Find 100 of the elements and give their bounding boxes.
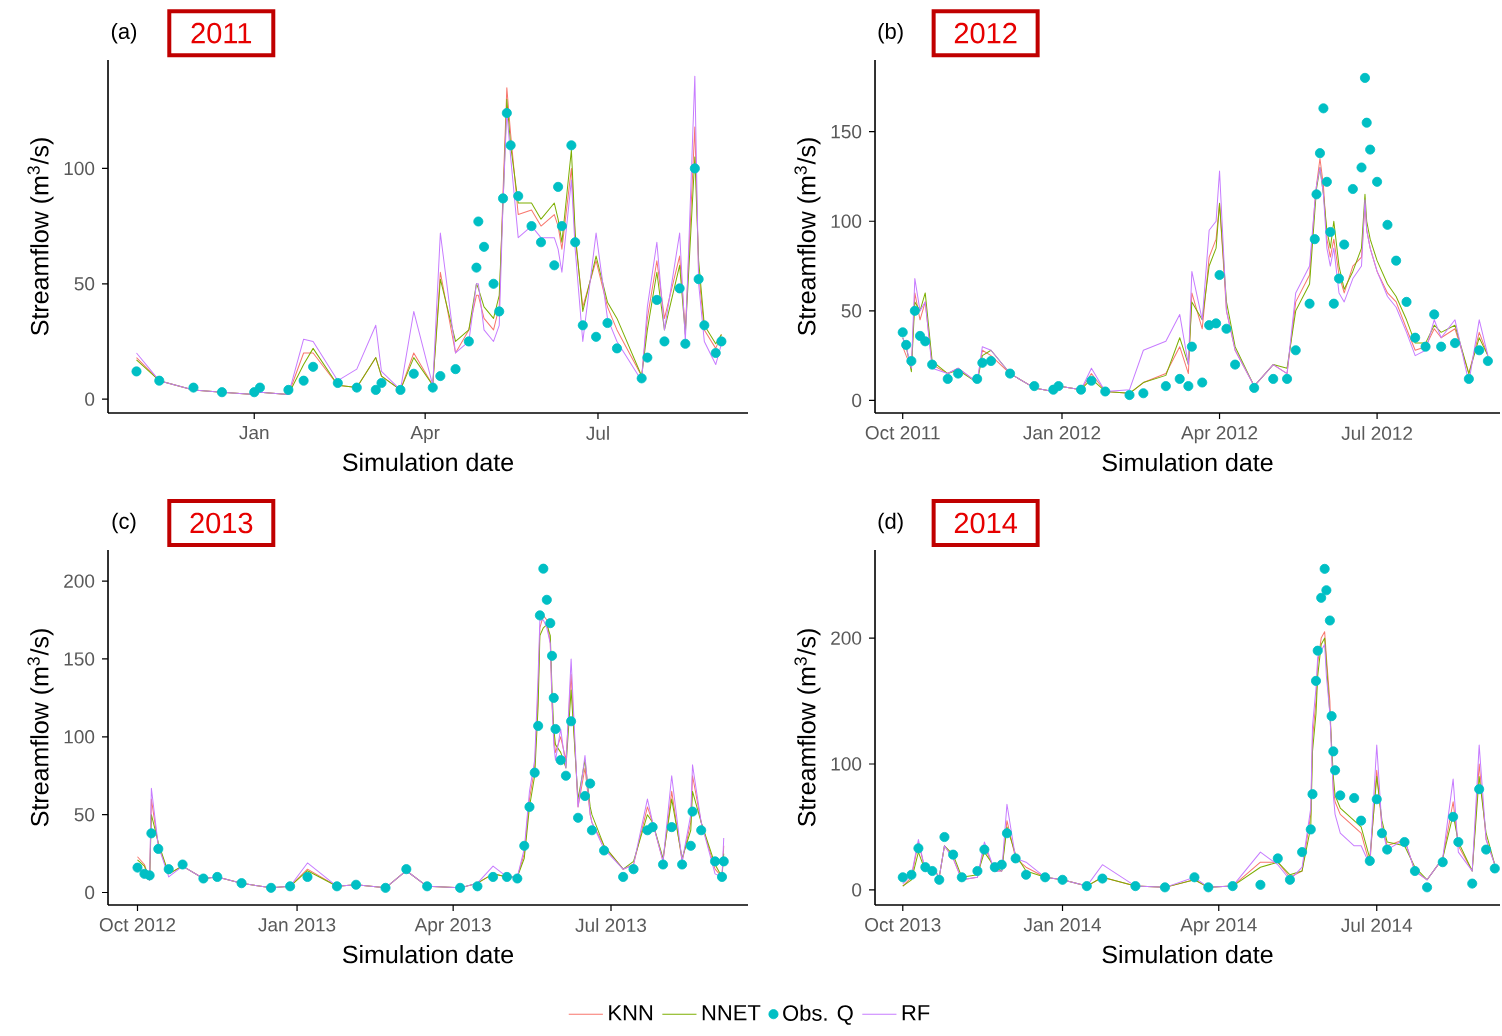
point bbox=[1321, 585, 1332, 596]
point bbox=[566, 716, 577, 727]
point bbox=[513, 191, 524, 202]
point bbox=[553, 181, 564, 192]
point bbox=[450, 364, 461, 375]
point bbox=[501, 871, 512, 882]
point bbox=[710, 856, 721, 867]
point bbox=[1310, 675, 1321, 686]
point bbox=[934, 874, 945, 885]
point bbox=[716, 336, 727, 347]
point bbox=[560, 770, 571, 781]
point bbox=[556, 221, 567, 232]
point bbox=[1371, 794, 1382, 805]
x-axis-title: Simulation date bbox=[1102, 944, 1273, 964]
point bbox=[298, 375, 309, 386]
point bbox=[1203, 882, 1214, 893]
point bbox=[376, 377, 387, 388]
point bbox=[146, 828, 157, 839]
point bbox=[1305, 824, 1316, 835]
point bbox=[599, 845, 610, 856]
point bbox=[699, 320, 710, 331]
point bbox=[473, 216, 484, 227]
point bbox=[1057, 874, 1068, 885]
point bbox=[1349, 792, 1360, 803]
point bbox=[996, 859, 1007, 870]
point bbox=[1130, 881, 1141, 892]
point bbox=[131, 366, 142, 377]
y-tick-label: 0 bbox=[85, 392, 95, 406]
point bbox=[585, 778, 596, 789]
point bbox=[1422, 882, 1433, 893]
point bbox=[332, 377, 343, 388]
chart-title: (c) bbox=[112, 512, 136, 534]
y-tick-label: 150 bbox=[64, 652, 95, 666]
point bbox=[154, 375, 165, 386]
point bbox=[266, 882, 277, 893]
y-tick-label: 100 bbox=[64, 161, 95, 176]
y-axis-title: Streamflow (m$^{3}$/s) bbox=[794, 138, 821, 336]
point bbox=[718, 856, 729, 867]
point bbox=[1001, 828, 1012, 839]
point bbox=[979, 844, 990, 855]
point bbox=[351, 382, 362, 393]
point bbox=[628, 864, 639, 875]
chart-subtitle: 2014 bbox=[954, 512, 1018, 534]
point bbox=[1284, 874, 1295, 885]
point bbox=[144, 870, 155, 881]
point bbox=[283, 384, 294, 395]
point bbox=[696, 825, 707, 836]
chart-subtitle: 2011 bbox=[191, 22, 252, 44]
point bbox=[939, 832, 950, 843]
point bbox=[566, 140, 577, 151]
point bbox=[1437, 857, 1448, 868]
point bbox=[636, 373, 647, 384]
point bbox=[1097, 873, 1108, 884]
y-tick-label: 50 bbox=[74, 277, 95, 291]
y-tick-label: 100 bbox=[831, 757, 862, 771]
point bbox=[1364, 855, 1375, 866]
point bbox=[927, 866, 938, 876]
y-tick-label: 50 bbox=[74, 807, 95, 822]
point bbox=[1467, 878, 1478, 889]
point bbox=[1189, 872, 1200, 883]
y-tick-label: 50 bbox=[841, 304, 862, 318]
point bbox=[236, 878, 247, 889]
point bbox=[254, 382, 265, 393]
x-tick-label: Apr bbox=[410, 426, 440, 444]
chart-subtitle: 2012 bbox=[954, 22, 1017, 44]
point bbox=[1297, 847, 1308, 858]
legend-label: KNN bbox=[609, 1005, 653, 1021]
point bbox=[956, 872, 967, 883]
point bbox=[351, 879, 362, 890]
point bbox=[198, 873, 209, 884]
point bbox=[132, 862, 143, 873]
point bbox=[913, 843, 924, 854]
point bbox=[680, 338, 691, 349]
point bbox=[1474, 784, 1485, 795]
point bbox=[642, 352, 653, 363]
point bbox=[1399, 837, 1410, 848]
point bbox=[455, 882, 466, 893]
point bbox=[1330, 765, 1341, 776]
point bbox=[302, 871, 313, 882]
point bbox=[212, 871, 223, 882]
point bbox=[689, 163, 700, 174]
point bbox=[463, 336, 474, 347]
point bbox=[1326, 711, 1337, 722]
x-tick-label: Apr 2012 bbox=[1181, 426, 1258, 444]
point bbox=[548, 692, 559, 703]
x-tick-label: Apr 2013 bbox=[414, 918, 491, 936]
point bbox=[153, 843, 164, 854]
point bbox=[401, 864, 412, 875]
chart-title: (b) bbox=[878, 22, 903, 44]
point bbox=[498, 193, 509, 204]
point bbox=[549, 260, 560, 271]
legend-label: NNET bbox=[702, 1005, 761, 1021]
point bbox=[1081, 881, 1092, 892]
y-tick-label: 0 bbox=[85, 885, 95, 900]
point bbox=[541, 594, 552, 605]
point bbox=[519, 840, 530, 851]
y-axis-title: Streamflow (m$^{3}$/s) bbox=[27, 138, 54, 336]
point bbox=[370, 384, 381, 395]
point bbox=[472, 881, 483, 892]
x-tick-label: Jan 2014 bbox=[1023, 918, 1102, 932]
